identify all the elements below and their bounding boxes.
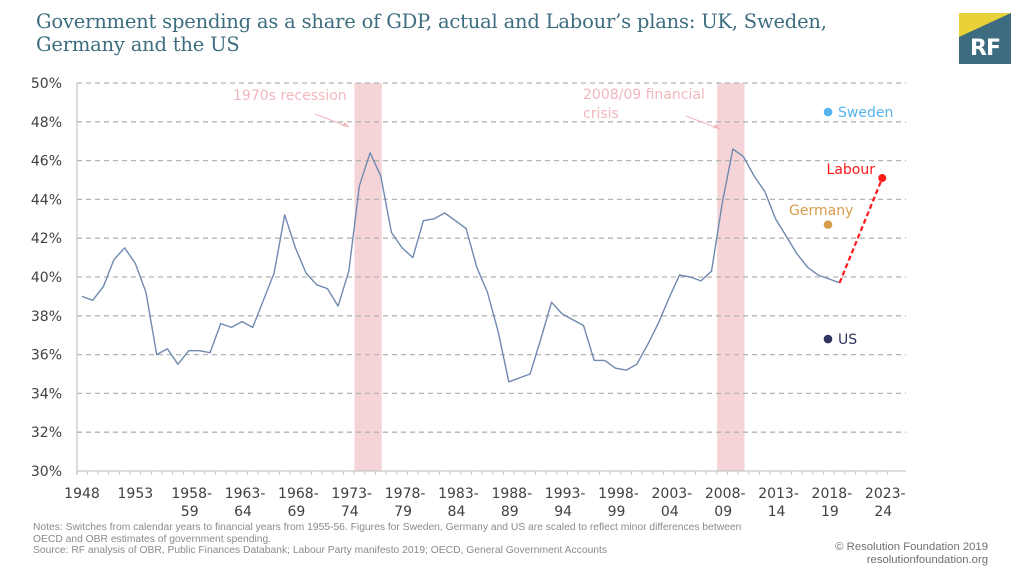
x-tick-label-line2: 89 (501, 504, 519, 520)
x-tick-label: 1958- (171, 486, 212, 502)
y-tick-label: 42% (31, 231, 62, 247)
x-tick-label-line2: 14 (768, 504, 786, 520)
x-tick-label: 1993- (545, 486, 586, 502)
x-tick-label-line2: 09 (714, 504, 732, 520)
footnotes: Notes: Switches from calendar years to f… (33, 522, 753, 557)
logo-text: RF (970, 36, 1001, 61)
x-tick-label: 1963- (225, 486, 266, 502)
y-tick-label: 30% (31, 464, 62, 480)
rf-logo: RF (959, 13, 1011, 64)
x-tick-label-line2: 24 (874, 504, 892, 520)
x-tick-label: 2013- (758, 486, 799, 502)
y-tick-label: 50% (31, 76, 62, 92)
series: Labour (81, 148, 887, 383)
labour-endpoint-marker (878, 174, 887, 183)
source-text: Source: RF analysis of OBR, Public Finan… (33, 545, 608, 556)
y-tick-label: 38% (31, 309, 62, 325)
x-tick-label-line2: 64 (234, 504, 252, 520)
annotation-arrowhead-0 (342, 122, 349, 127)
copyright-text: © Resolution Foundation 2019 (835, 541, 988, 553)
gridlines (77, 82, 906, 433)
website-text: resolutionfoundation.org (866, 554, 988, 566)
x-tick-label: 1983- (438, 486, 479, 502)
x-tick-label-line2: 04 (661, 504, 679, 520)
x-tick-label: 1988- (491, 486, 532, 502)
y-tick-label: 46% (31, 154, 62, 170)
annotation-financial-crisis-line1: 2008/09 financial (583, 87, 705, 103)
credit: © Resolution Foundation 2019 resolutionf… (835, 541, 988, 567)
annotation-arrowhead-1 (713, 124, 720, 129)
x-tick-label: 1953 (118, 486, 154, 502)
x-tick-label: 1968- (278, 486, 319, 502)
annotation-financial-crisis-line2: crisis (583, 106, 619, 122)
x-tick-label: 2003- (652, 486, 693, 502)
axes (76, 83, 906, 475)
country-points: Sweden Germany US (789, 105, 893, 348)
chart-title: Government spending as a share of GDP, a… (36, 10, 827, 56)
series-line-uk-actual (81, 148, 840, 383)
germany-label: Germany (789, 203, 853, 219)
x-tick-label: 2023- (865, 486, 906, 502)
x-tick-label: 1948 (64, 486, 100, 502)
x-tick-label: 1998- (598, 486, 639, 502)
germany-point (823, 220, 833, 229)
y-tick-label: 32% (31, 425, 62, 441)
y-tick-label: 44% (31, 192, 62, 208)
series-line-labour (838, 177, 884, 284)
logo-accent-triangle (959, 13, 1011, 37)
y-tick-label: 34% (31, 386, 62, 402)
y-tick-labels: 30% 32% 34% 36% 38% 40% 42% 44% 46% 48% 50% (31, 76, 62, 480)
x-tick-label: 1978- (385, 486, 426, 502)
us-label: US (838, 332, 857, 348)
x-tick-label-line2: 19 (821, 504, 839, 520)
x-tick-label: 2018- (812, 486, 853, 502)
us-point (823, 334, 833, 344)
annotations: 1970s recession 2008/09 financial crisis (233, 87, 721, 130)
sweden-point (823, 107, 833, 117)
x-tick-label: 2008- (705, 486, 746, 502)
x-tick-label-line2: 99 (608, 504, 626, 520)
notes-text: Notes: Switches from calendar years to f… (33, 522, 742, 545)
annotation-1970s-recession: 1970s recession (233, 88, 347, 104)
x-tick-label-line2: 59 (181, 504, 199, 520)
x-tick-label-line2: 69 (287, 504, 305, 520)
y-tick-label: 36% (31, 348, 62, 364)
shaded-period-1 (717, 83, 745, 471)
y-tick-label: 48% (31, 115, 62, 131)
x-tick-label-line2: 84 (448, 504, 466, 520)
x-tick-label: 1973- (331, 486, 372, 502)
sweden-label: Sweden (838, 105, 893, 121)
y-tick-label: 40% (31, 270, 62, 286)
labour-label: Labour (827, 162, 876, 178)
x-tick-label-line2: 79 (394, 504, 412, 520)
x-tick-label-line2: 74 (341, 504, 359, 520)
x-tick-label-line2: 94 (554, 504, 572, 520)
x-tick-labels: 1948 1953 1958- 59 1963- 64 1968- 69 1973- 74 1978… (64, 486, 905, 520)
